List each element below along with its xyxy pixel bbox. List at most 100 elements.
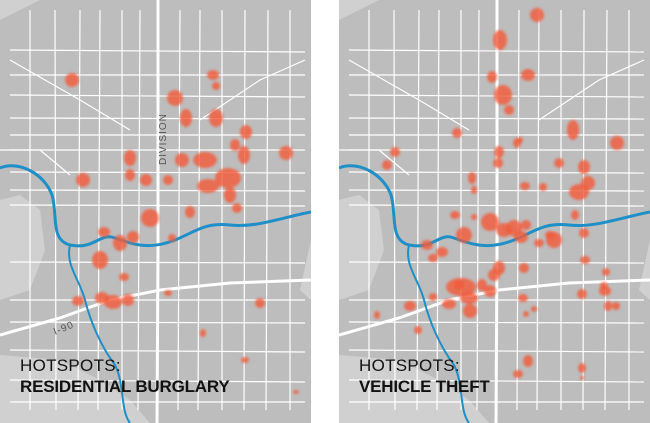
hotspot <box>602 268 610 276</box>
hotspot <box>127 231 139 243</box>
hotspot <box>125 169 135 181</box>
hotspot <box>421 240 433 250</box>
vehicle-theft-caption: HOTSPOTS: VEHICLE THEFT <box>359 356 490 398</box>
hotspot <box>76 173 90 187</box>
division-label: DIVISION <box>158 113 169 165</box>
hotspot <box>468 172 476 184</box>
hotspot <box>493 30 507 50</box>
hotspot <box>185 206 195 218</box>
hotspot <box>215 168 241 188</box>
hotspot <box>481 213 499 231</box>
hotspot <box>534 239 544 247</box>
burglary-map: DIVISION I-90 <box>0 0 311 423</box>
vehicle-theft-hotspots <box>374 8 624 380</box>
hotspot <box>163 175 173 185</box>
city-area <box>339 0 650 423</box>
hotspot <box>456 227 472 243</box>
hotspot <box>167 90 183 106</box>
hotspot <box>279 146 293 160</box>
hotspot <box>494 146 504 158</box>
hotspot <box>113 235 127 251</box>
hotspot <box>578 160 590 174</box>
division-street <box>155 0 160 423</box>
latah-creek <box>68 244 131 423</box>
hotspot <box>463 304 477 318</box>
hotspot <box>600 282 608 290</box>
hotspot <box>124 150 136 166</box>
burglary-caption-prefix: HOTSPOTS: <box>20 356 121 375</box>
i-90-highway <box>0 278 311 337</box>
valley-cutout <box>339 195 384 300</box>
hotspot <box>519 263 529 273</box>
hotspot <box>514 231 528 243</box>
hotspot <box>382 160 392 170</box>
hotspot <box>293 390 299 394</box>
hotspot <box>521 69 535 81</box>
hotspot <box>580 256 590 264</box>
burglary-hotspots <box>65 70 299 394</box>
hotspot <box>471 186 477 194</box>
hotspot <box>241 357 249 363</box>
hotspot <box>579 228 589 238</box>
hotspot <box>523 355 533 367</box>
division-street <box>494 0 499 423</box>
hotspot <box>436 247 448 257</box>
hotspot <box>224 187 236 203</box>
hotspot <box>477 279 487 291</box>
hotspot <box>612 302 620 310</box>
hotspot <box>454 280 464 290</box>
hotspot <box>193 152 217 168</box>
hotspot <box>442 299 456 309</box>
valley-cutout <box>0 195 45 300</box>
vehicle-theft-map-panel: HOTSPOTS: VEHICLE THEFT <box>339 0 650 423</box>
hotspot <box>460 292 478 304</box>
hotspot <box>92 251 108 269</box>
burglary-caption-title: RESIDENTIAL BURGLARY <box>20 377 230 396</box>
hotspot <box>521 220 531 230</box>
hotspot <box>488 269 500 281</box>
hotspot <box>238 146 250 164</box>
hotspot <box>212 82 220 90</box>
hotspot <box>414 326 422 334</box>
hotspot <box>404 301 416 311</box>
burglary-caption: HOTSPOTS: RESIDENTIAL BURGLARY <box>20 356 230 398</box>
hotspot <box>240 125 252 139</box>
hotspot <box>232 203 242 213</box>
hotspot <box>520 182 530 190</box>
hotspot <box>530 8 544 22</box>
hotspot <box>493 158 503 168</box>
latah-creek <box>407 244 470 423</box>
hotspot <box>471 214 477 220</box>
hotspot <box>209 109 223 127</box>
hotspot <box>578 363 586 373</box>
spokane-river <box>339 164 650 248</box>
hotspot <box>577 289 587 299</box>
hotspot <box>450 211 460 219</box>
hotspot <box>140 174 152 186</box>
hotspot <box>513 370 523 378</box>
hotspot <box>255 298 265 308</box>
hotspot <box>554 158 564 168</box>
hotspot <box>200 329 206 337</box>
hotspot <box>141 209 159 227</box>
hotspot <box>539 183 547 191</box>
hotspot <box>523 311 529 317</box>
hotspot <box>390 147 400 157</box>
vehicle-theft-map <box>339 0 650 423</box>
hotspot <box>531 306 537 312</box>
hotspot <box>429 293 437 301</box>
hotspot <box>567 120 579 140</box>
hotspot <box>546 232 562 248</box>
vehicle-theft-caption-prefix: HOTSPOTS: <box>359 356 460 375</box>
hotspot <box>119 273 129 281</box>
hotspot <box>98 227 110 237</box>
hotspot <box>517 137 523 143</box>
hotspot <box>175 153 189 167</box>
hotspot <box>504 105 514 115</box>
hotspot <box>374 311 380 319</box>
hotspot <box>580 376 584 380</box>
hotspot <box>180 109 192 127</box>
hotspot <box>207 70 219 80</box>
hotspot <box>518 294 528 302</box>
hotspot <box>610 136 624 150</box>
